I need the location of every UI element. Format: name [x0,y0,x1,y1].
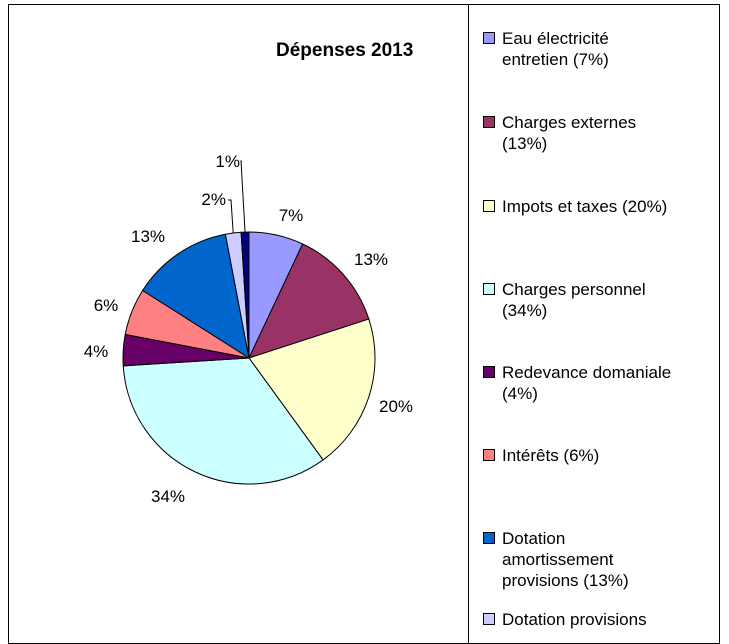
legend-swatch [483,116,495,128]
legend-label: Dotation provisions [502,610,647,629]
slice-data-label: 2% [201,190,226,209]
legend-label: Intérêts (6%) [502,446,600,465]
legend-label: Redevance domaniale (4%) [502,363,672,403]
slice-data-label: 1% [215,152,240,171]
legend-label: Impots et taxes (20%) [502,197,668,216]
legend-item: Charges personnel (34%) [483,279,727,321]
legend-swatch [483,32,495,44]
pie-slice [141,233,250,360]
slice-data-label: 13% [131,227,165,246]
slice-data-label: 13% [354,250,388,269]
legend-label: Eau électricité entretien (7%) [502,29,609,69]
slice-data-label: 34% [151,487,185,506]
legend-item: Charges externes (13%) [483,112,727,154]
legend-item: Intérêts (6%) [483,445,727,466]
slice-data-label: 6% [94,296,119,315]
pie-slice [248,318,376,461]
legend-item: Redevance domaniale (4%) [483,362,727,404]
legend-swatch [483,366,495,378]
slice-data-label: 4% [84,342,109,361]
legend-item: Dotation provisions [483,609,727,630]
legend-item: Eau électricité entretien (7%) [483,28,727,70]
legend-item: Dotation amortissement provisions (13%) [483,528,727,591]
legend: Eau électricité entretien (7%) Charges e… [468,4,720,644]
pie-slice [240,231,250,359]
slice-data-label: 20% [379,397,413,416]
legend-swatch [483,449,495,461]
legend-label: Dotation amortissement provisions (13%) [502,529,629,590]
legend-swatch [483,200,495,212]
slice-data-label: 7% [279,206,304,225]
leader-line [228,199,234,234]
legend-swatch [483,532,495,544]
leader-line [240,160,246,233]
legend-item: Impots et taxes (20%) [483,196,727,217]
legend-swatch [483,283,495,295]
chart-title: Dépenses 2013 [276,40,414,61]
legend-swatch [483,613,495,625]
legend-label: Charges externes (13%) [502,113,637,153]
pie-slice [122,357,324,485]
pie-slice [248,243,370,359]
legend-label: Charges personnel (34%) [502,280,646,320]
